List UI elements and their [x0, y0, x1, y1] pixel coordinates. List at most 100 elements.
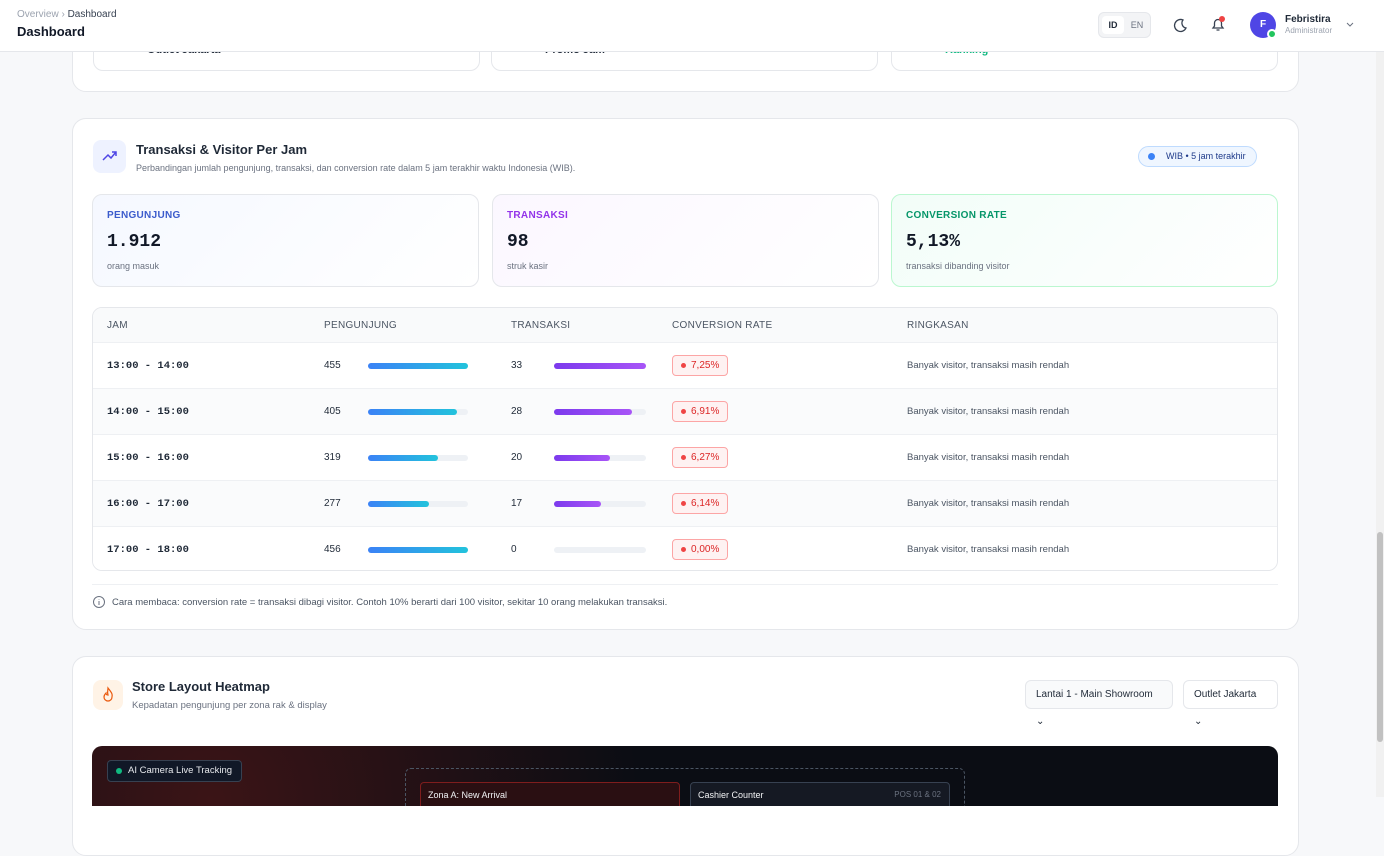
pill-dot: [681, 546, 686, 552]
section-subtitle: Perbandingan jumlah pengunjung, transaks…: [136, 163, 576, 173]
user-menu[interactable]: [1345, 20, 1355, 30]
time-cell: 13:00 - 14:00: [107, 360, 189, 372]
select-text: Lantai 1 - Main Showroom: [1036, 689, 1153, 700]
column-header: JAM: [107, 320, 128, 331]
user-role: Administrator: [1285, 26, 1333, 35]
stat-label: TRANSAKSI: [507, 210, 569, 221]
visitor-bar: [368, 547, 468, 553]
user-name: Febristira: [1285, 14, 1331, 25]
visitor-bar-track: [368, 547, 468, 553]
crumb: Dashboard: [67, 9, 117, 20]
transaction-bar-track: [554, 409, 646, 415]
time-cell: 16:00 - 17:00: [107, 498, 189, 510]
conversion-pill: 7,25%: [672, 355, 729, 376]
transaction-bar: [554, 409, 633, 415]
table-row: 16:00 - 17:00 277 17 6,14% Banyak visitor, t…: [93, 480, 1277, 526]
lang-option[interactable]: EN: [1130, 20, 1144, 30]
zone-name: Cashier Counter: [698, 790, 764, 800]
lang-option[interactable]: ID: [1102, 16, 1124, 34]
visitor-bar: [368, 501, 429, 507]
pill-dot: [681, 500, 686, 506]
conversion-value: 0,00%: [691, 544, 720, 555]
floor-select[interactable]: Lantai 1 - Main Showroom ⌄: [1025, 680, 1173, 727]
conversion-pill: 6,91%: [672, 401, 729, 422]
status-dot: [1267, 29, 1277, 39]
info-icon: [93, 596, 105, 608]
transaction-bar-track: [554, 547, 646, 553]
lang-switch: ID EN: [1098, 12, 1151, 38]
pill-dot: [681, 454, 686, 460]
badge-text: WIB • 5 jam terakhir: [1166, 151, 1246, 161]
conversion-pill: 0,00%: [672, 539, 729, 560]
visitor-count: 277: [324, 498, 341, 509]
visitor-bar-track: [368, 409, 468, 415]
column-header: TRANSAKSI: [511, 320, 571, 331]
live-text: AI Camera Live Tracking: [128, 765, 233, 776]
header: Overview › Dashboard Dashboard ID EN F F…: [0, 0, 1384, 52]
visitor-bar: [368, 363, 468, 369]
column-header: RINGKASAN: [907, 320, 969, 331]
conversion-value: 6,91%: [691, 406, 720, 417]
stat-value: 1.912: [107, 232, 162, 252]
conversion-pill: 6,14%: [672, 493, 729, 514]
visitor-bar-track: [368, 455, 468, 461]
notifications[interactable]: [1209, 15, 1227, 33]
transaction-count: 0: [511, 544, 517, 555]
summary-cell: Banyak visitor, transaksi masih rendah: [907, 360, 1070, 371]
pill-dot: [681, 362, 686, 368]
summary-cell: Banyak visitor, transaksi masih rendah: [907, 452, 1070, 463]
table-row: 14:00 - 15:00 405 28 6,91% Banyak visitor, t…: [93, 388, 1277, 434]
stat-card: PENGUNJUNG 1.912 orang masuk: [92, 194, 479, 287]
section-title: Store Layout Heatmap: [132, 679, 270, 694]
zone[interactable]: Zona A: New Arrival: [420, 782, 680, 806]
visitor-bar-track: [368, 501, 468, 507]
stat-card: TRANSAKSI 98 struk kasir: [492, 194, 879, 287]
transaction-bar-track: [554, 455, 646, 461]
section-icon: [93, 680, 123, 710]
table-row: 17:00 - 18:00 456 0 0,00% Banyak visitor, tr…: [93, 526, 1277, 570]
live-badge: AI Camera Live Tracking: [107, 760, 243, 782]
crumb[interactable]: Overview: [17, 9, 59, 20]
visitor-count: 455: [324, 360, 341, 371]
stat-value: 5,13%: [906, 232, 961, 252]
heatmap-canvas: AI Camera Live Tracking Zona A: New Arri…: [92, 746, 1278, 806]
transaction-count: 20: [511, 452, 523, 463]
hourly-table: JAM PENGUNJUNG TRANSAKSI CONVERSION RATE RIN…: [92, 307, 1278, 571]
transaction-bar: [554, 363, 646, 369]
stat-note: struk kasir: [507, 261, 549, 271]
time-cell: 14:00 - 15:00: [107, 406, 189, 418]
page-title: Dashboard: [17, 24, 85, 39]
time-cell: 17:00 - 18:00: [107, 544, 189, 556]
conversion-pill: 6,27%: [672, 447, 729, 468]
outlet-select[interactable]: Outlet Jakarta ⌄: [1183, 680, 1278, 727]
summary-cell: Banyak visitor, transaksi masih rendah: [907, 498, 1070, 509]
scrollbar[interactable]: [1376, 52, 1384, 797]
stat-label: CONVERSION RATE: [906, 210, 1007, 221]
visitor-count: 319: [324, 452, 341, 463]
stat-value: 98: [507, 232, 529, 252]
visitor-bar: [368, 409, 457, 415]
avatar[interactable]: F: [1250, 12, 1276, 38]
transaction-count: 33: [511, 360, 523, 371]
zone-area: [405, 768, 965, 806]
zone[interactable]: Cashier Counter POS 01 & 02: [690, 782, 950, 806]
section-title: Transaksi & Visitor Per Jam: [136, 142, 308, 157]
table-header: JAM PENGUNJUNG TRANSAKSI CONVERSION RATE RIN…: [93, 308, 1277, 342]
section-subtitle: Kepadatan pengunjung per zona rak & disp…: [132, 700, 327, 711]
select-text: Outlet Jakarta: [1194, 689, 1257, 700]
time-cell: 15:00 - 16:00: [107, 452, 189, 464]
theme-toggle[interactable]: [1172, 17, 1188, 33]
zone-tag: POS 01 & 02: [894, 790, 941, 799]
transaction-bar: [554, 455, 610, 461]
transaction-bar-track: [554, 363, 646, 369]
conversion-value: 6,14%: [691, 498, 720, 509]
visitor-bar: [368, 455, 438, 461]
column-header: CONVERSION RATE: [672, 320, 773, 331]
summary-cell: Banyak visitor, transaksi masih rendah: [907, 544, 1070, 555]
zone-name: Zona A: New Arrival: [428, 790, 508, 800]
section-icon: [93, 140, 126, 173]
summary-cell: Banyak visitor, transaksi masih rendah: [907, 406, 1070, 417]
conversion-value: 6,27%: [691, 452, 720, 463]
time-badge: WIB • 5 jam terakhir: [1138, 146, 1257, 167]
stat-card: CONVERSION RATE 5,13% transaksi dibanding …: [891, 194, 1278, 287]
